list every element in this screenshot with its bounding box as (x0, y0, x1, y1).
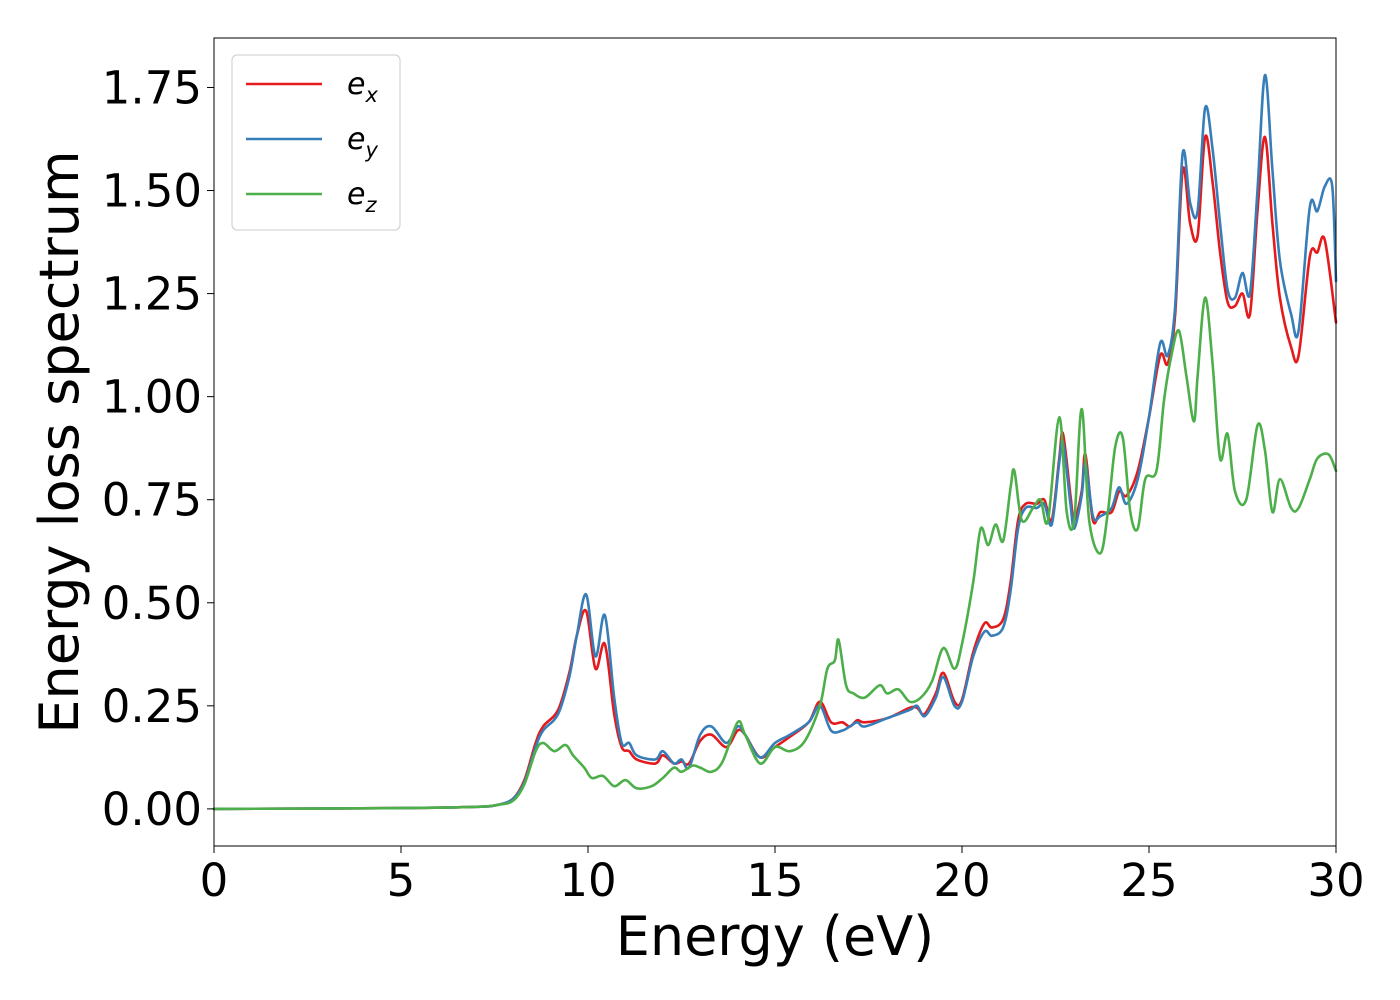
y-tick-label: 0.00 (102, 783, 202, 836)
y-tick-label: 0.50 (102, 577, 202, 630)
y-tick-label: 1.00 (102, 371, 202, 424)
series-line-y (212, 73, 1338, 811)
plot-area (214, 38, 1336, 846)
y-axis-title: Energy loss spectrum (28, 150, 91, 733)
series-line-z (212, 296, 1338, 811)
x-axis: 0 5 10 15 20 25 30 (200, 846, 1365, 907)
y-tick-label: 0.75 (102, 474, 202, 527)
y-tick-label: 1.25 (102, 268, 202, 321)
legend-box (231, 54, 401, 231)
x-tick-label: 5 (387, 854, 416, 907)
x-tick-label: 15 (746, 854, 803, 907)
legend-label-y: ey (347, 122, 378, 162)
x-tick-label: 25 (1120, 854, 1177, 907)
x-tick-label: 20 (933, 854, 990, 907)
y-tick-label: 0.25 (102, 680, 202, 733)
x-tick-label: 0 (200, 854, 229, 907)
series-line-x (212, 134, 1338, 811)
x-axis-title: Energy (eV) (616, 905, 935, 968)
series-layer (212, 73, 1338, 811)
x-tick-label: 30 (1307, 854, 1364, 907)
y-tick-label: 1.75 (102, 61, 202, 114)
y-tick-label: 1.50 (102, 165, 202, 218)
y-axis: 0.00 0.25 0.50 0.75 1.00 1.25 1.50 1.75 (102, 61, 214, 836)
x-tick-label: 10 (559, 854, 616, 907)
